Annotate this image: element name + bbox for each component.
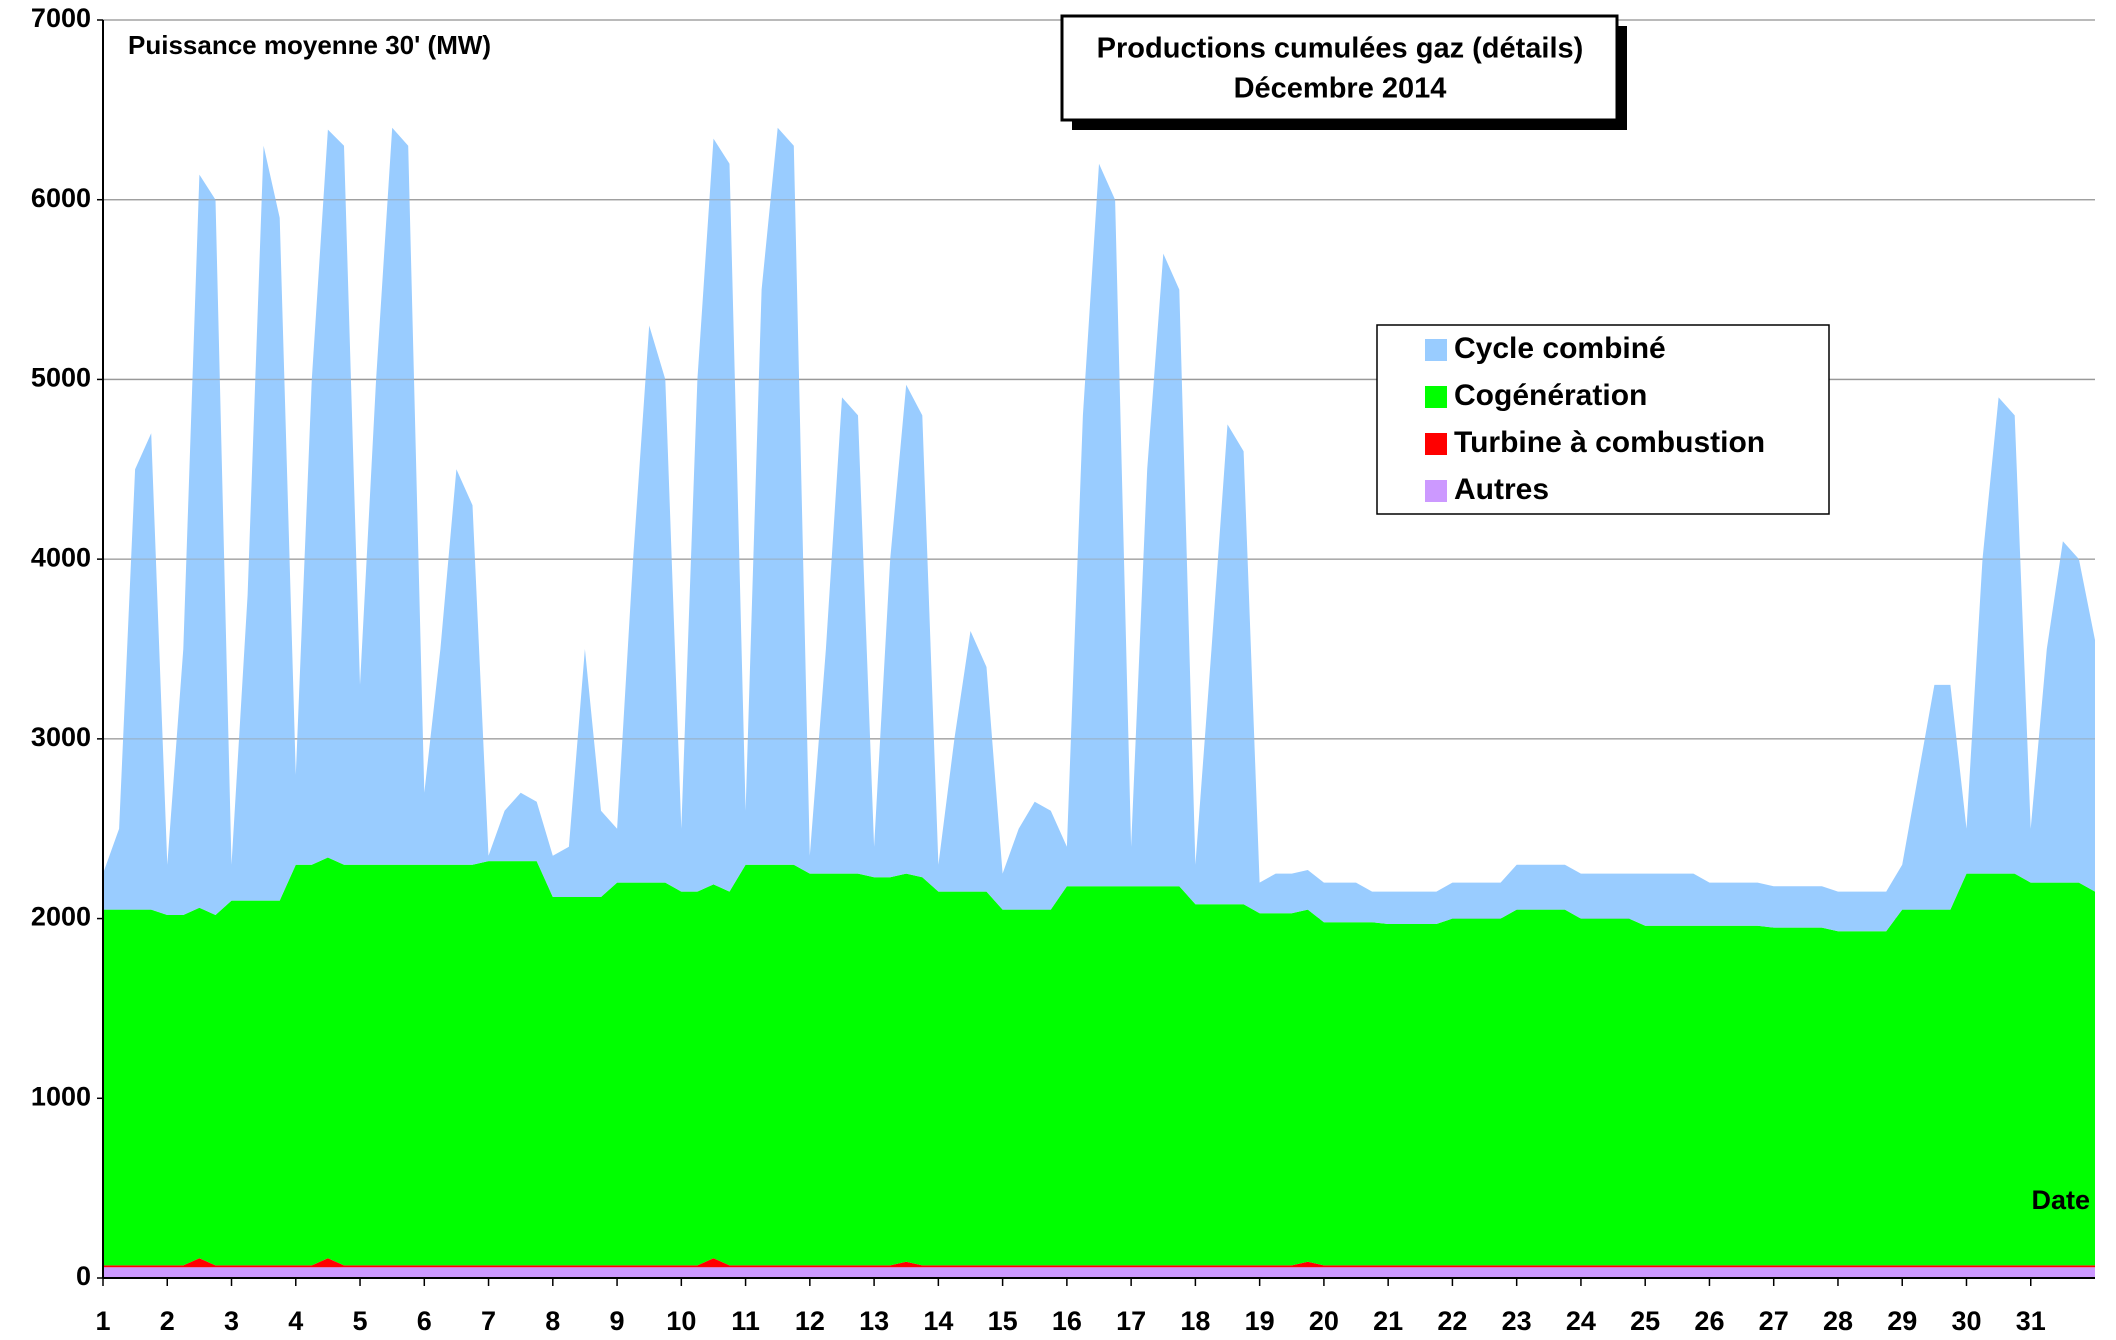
legend-label: Turbine à combustion <box>1454 426 1765 459</box>
x-tick-label: 10 <box>666 1306 696 1336</box>
y-tick-label: 0 <box>76 1261 91 1291</box>
legend: Cycle combiné Cogénération Turbine à combu… <box>1425 332 1765 506</box>
x-tick-label: 9 <box>610 1306 625 1336</box>
plot-area <box>103 19 2095 1279</box>
x-tick-label: 3 <box>224 1306 239 1336</box>
legend-swatch <box>1425 433 1447 455</box>
area <box>103 1267 2095 1278</box>
x-tick-label: 28 <box>1823 1306 1853 1336</box>
x-tick-label: 21 <box>1373 1306 1403 1336</box>
legend-swatch <box>1425 339 1447 361</box>
x-tick-label: 18 <box>1180 1306 1210 1336</box>
x-tick-label: 13 <box>859 1306 889 1336</box>
x-tick-label: 7 <box>481 1306 496 1336</box>
y-tick-label: 6000 <box>31 183 91 213</box>
x-tick-label: 6 <box>417 1306 432 1336</box>
x-tick-label: 15 <box>988 1306 1018 1336</box>
x-tick-label: 11 <box>731 1306 760 1336</box>
chart-subtitle: Décembre 2014 <box>1234 73 1447 105</box>
area <box>103 1258 2095 1268</box>
x-tick-label: 1 <box>95 1306 110 1336</box>
title-box <box>1060 14 1619 122</box>
x-tick-label: 20 <box>1309 1306 1339 1336</box>
legend-swatch <box>1425 386 1447 408</box>
y-tick-label: 2000 <box>31 902 91 932</box>
legend-box <box>1376 324 1830 515</box>
x-tick-label: 23 <box>1502 1306 1532 1336</box>
x-tick-label: 17 <box>1116 1306 1146 1336</box>
x-tick-label: 22 <box>1437 1306 1467 1336</box>
y-tick-label: 5000 <box>31 363 91 393</box>
legend-swatch <box>1425 480 1447 502</box>
chart-title: Productions cumulées gaz (détails) <box>1097 33 1584 65</box>
y-tick-label: 7000 <box>31 3 91 33</box>
legend-label: Cycle combiné <box>1454 332 1666 365</box>
x-tick-label: 2 <box>160 1306 175 1336</box>
y-tick-label: 1000 <box>31 1081 91 1111</box>
x-tick-label: 31 <box>2016 1306 2046 1336</box>
x-tick-label: 4 <box>288 1306 303 1336</box>
y-tick-label: 4000 <box>31 542 91 572</box>
x-tick-label: 25 <box>1630 1306 1660 1336</box>
x-tick-label: 8 <box>545 1306 560 1336</box>
x-tick-label: 12 <box>795 1306 825 1336</box>
x-tick-label: 27 <box>1759 1306 1789 1336</box>
legend-label: Cogénération <box>1454 379 1647 412</box>
x-tick-label: 16 <box>1052 1306 1082 1336</box>
x-tick-label: 5 <box>353 1306 368 1336</box>
x-tick-label: 24 <box>1566 1306 1596 1336</box>
area <box>103 127 2095 932</box>
x-tick-label: 30 <box>1951 1306 1981 1336</box>
y-tick-label: 3000 <box>31 722 91 752</box>
x-axis-label: Date <box>2031 1185 2090 1215</box>
x-tick-label: 26 <box>1694 1306 1724 1336</box>
y-axis-label: Puissance moyenne 30' (MW) <box>128 30 491 60</box>
area <box>103 857 2095 1266</box>
x-tick-label: 19 <box>1245 1306 1275 1336</box>
x-tick-label: 29 <box>1887 1306 1917 1336</box>
legend-label: Autres <box>1454 473 1549 506</box>
x-tick-label: 14 <box>923 1306 953 1336</box>
